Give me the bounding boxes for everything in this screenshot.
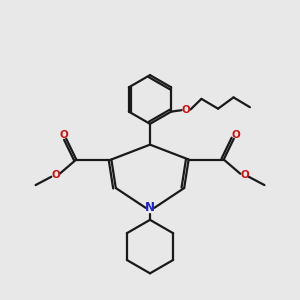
Text: N: N — [145, 202, 155, 214]
Text: O: O — [51, 170, 60, 180]
Text: O: O — [232, 130, 241, 140]
Text: O: O — [182, 105, 190, 115]
Text: O: O — [240, 170, 249, 180]
Text: O: O — [59, 130, 68, 140]
